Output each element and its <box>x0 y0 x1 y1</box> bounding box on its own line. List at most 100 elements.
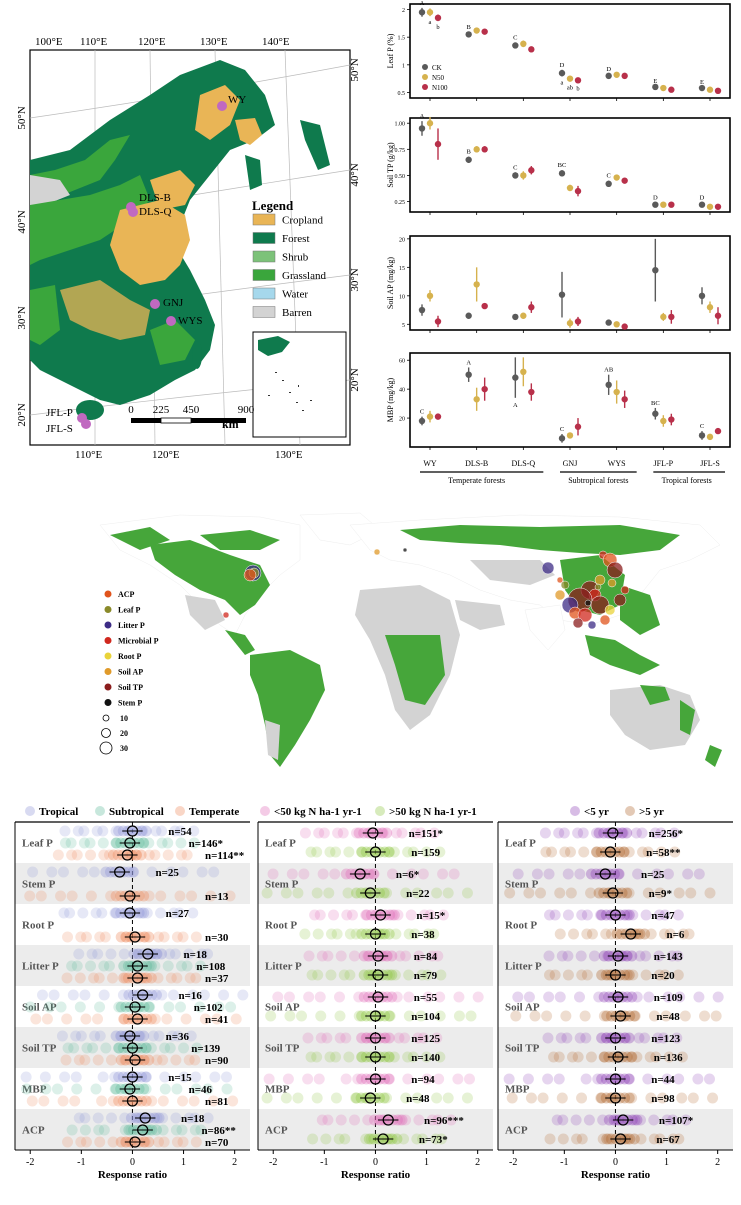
raw-point <box>623 887 635 899</box>
raw-point <box>392 909 404 921</box>
raw-point <box>153 1112 165 1124</box>
raw-point <box>383 846 395 858</box>
data-point <box>528 46 535 53</box>
raw-point <box>463 1073 475 1085</box>
raw-point <box>598 991 610 1003</box>
letter-label: b <box>436 24 439 31</box>
x-tick-label: -2 <box>269 1157 277 1168</box>
data-point <box>652 266 659 274</box>
legend-dot <box>422 74 428 80</box>
raw-point <box>381 887 393 899</box>
raw-point <box>642 846 654 858</box>
n-label: n=54 <box>168 826 192 838</box>
n-label: n=46 <box>189 1084 213 1096</box>
n-label: n=114** <box>205 850 245 862</box>
raw-point <box>127 866 139 878</box>
raw-point <box>333 991 345 1003</box>
legend-label: N100 <box>432 84 448 92</box>
y-tick-label: 0.50 <box>395 174 406 180</box>
mean-marker <box>612 991 624 1003</box>
raw-point <box>38 1095 50 1107</box>
raw-point <box>62 1042 74 1054</box>
rr-chart-2: <5 yr >5 yr Leaf P n=256* n=58** Stem P n=25 n=… <box>497 806 733 1181</box>
raw-point <box>111 837 123 849</box>
size-legend-label: 10 <box>120 714 128 723</box>
raw-point <box>322 1114 334 1126</box>
study-point <box>587 620 597 630</box>
raw-point <box>66 1124 78 1136</box>
lon-label: 130°E <box>200 36 228 48</box>
y-tick-label: 1 <box>402 63 405 69</box>
data-point <box>528 388 535 396</box>
x-tick-label: -2 <box>26 1157 34 1168</box>
raw-point <box>576 1092 588 1104</box>
raw-point <box>97 837 109 849</box>
raw-point <box>330 846 342 858</box>
data-point <box>660 201 667 208</box>
raw-point <box>168 989 180 1001</box>
raw-point <box>170 1112 182 1124</box>
raw-point <box>78 837 90 849</box>
raw-point <box>78 825 90 837</box>
raw-point <box>631 1051 643 1063</box>
raw-point <box>338 969 350 981</box>
mean-marker <box>137 989 149 1001</box>
raw-point <box>381 1092 393 1104</box>
raw-point <box>118 948 130 960</box>
raw-point <box>150 989 162 1001</box>
data-point <box>652 83 659 91</box>
raw-point <box>335 1114 347 1126</box>
raw-point <box>71 960 83 972</box>
raw-point <box>79 1054 91 1066</box>
data-point <box>465 31 472 38</box>
raw-point <box>673 1073 685 1085</box>
raw-point <box>115 1136 127 1148</box>
data-point <box>566 432 574 439</box>
raw-point <box>378 1092 390 1104</box>
raw-point <box>402 1051 414 1063</box>
raw-point <box>580 1032 592 1044</box>
raw-point <box>177 931 189 943</box>
data-point <box>465 156 472 163</box>
raw-point <box>544 909 556 921</box>
raw-point <box>591 827 603 839</box>
raw-point <box>224 890 236 902</box>
y-tick-label: 20 <box>399 417 405 423</box>
raw-point <box>549 909 561 921</box>
raw-point <box>65 837 77 849</box>
raw-point <box>110 890 122 902</box>
data-point <box>512 172 519 179</box>
raw-point <box>299 928 311 940</box>
raw-point <box>645 928 657 940</box>
raw-point <box>669 846 681 858</box>
data-point <box>668 86 675 93</box>
data-point <box>566 184 574 192</box>
raw-point <box>334 1010 346 1022</box>
raw-point <box>314 991 326 1003</box>
legend-swatch <box>252 306 276 318</box>
raw-point <box>383 1051 395 1063</box>
raw-point <box>353 1010 365 1022</box>
raw-point <box>623 909 635 921</box>
legend-dot <box>104 637 112 644</box>
raw-point <box>94 1136 106 1148</box>
n-label: n=107* <box>659 1115 694 1127</box>
raw-point <box>640 909 652 921</box>
study-point <box>594 583 602 591</box>
lon-labels-bottom: 110°E 120°E 130°E <box>75 449 303 461</box>
raw-point <box>391 1133 403 1145</box>
raw-point <box>39 1071 51 1083</box>
raw-point <box>156 837 168 849</box>
raw-point <box>97 1071 109 1083</box>
raw-point <box>562 969 574 981</box>
raw-point <box>94 1030 106 1042</box>
mean-marker <box>604 846 616 858</box>
legend-label: Cropland <box>282 215 323 227</box>
raw-point <box>177 1095 189 1107</box>
raw-point <box>138 1083 150 1095</box>
lat-label: 20°N <box>349 368 361 391</box>
raw-point <box>211 1013 223 1025</box>
y-tick-label: 1.5 <box>398 36 406 42</box>
raw-point <box>176 1124 188 1136</box>
legend-label: Shrub <box>282 252 309 264</box>
